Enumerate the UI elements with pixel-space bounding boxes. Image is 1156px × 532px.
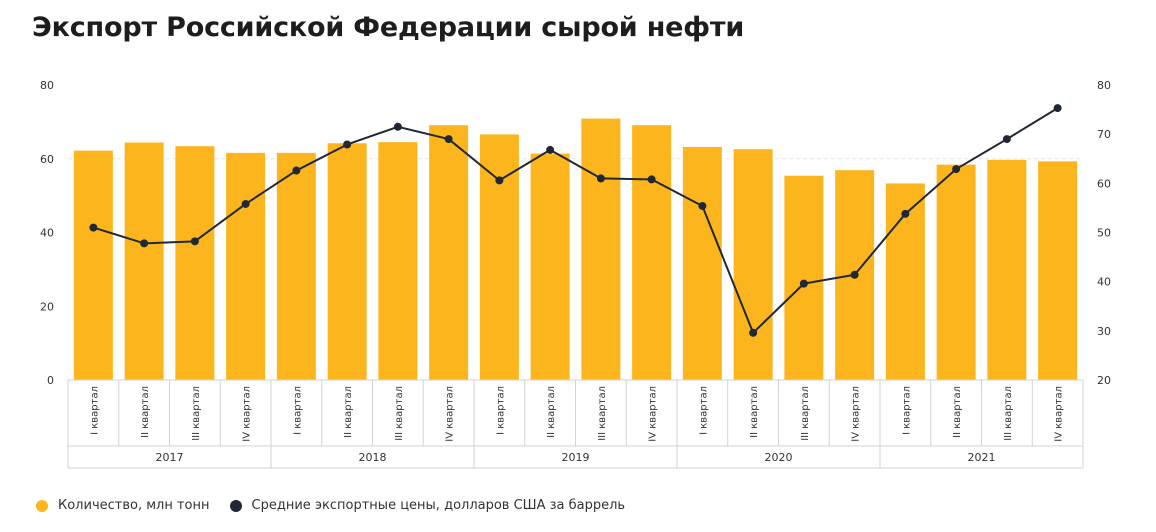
bar-quantity[interactable] [733, 149, 773, 380]
category-label: IV квартал [242, 386, 253, 442]
bar-quantity[interactable] [530, 153, 570, 380]
price-point[interactable] [495, 176, 504, 185]
category-label: IV квартал [1054, 386, 1065, 442]
left-axis-tick-label: 60 [40, 153, 54, 166]
price-point[interactable] [343, 140, 352, 149]
bar-quantity[interactable] [175, 146, 215, 380]
year-group-label: 2018 [359, 451, 387, 464]
category-label: I квартал [495, 386, 506, 435]
price-line [93, 107, 1059, 334]
year-group-label: 2019 [562, 451, 590, 464]
price-point[interactable] [901, 209, 910, 218]
x-axis: I квартал II квартал III квартал IV квартал… [67, 379, 1084, 469]
chart-title: Экспорт Российской Федерации сырой нефти [32, 12, 745, 43]
price-point[interactable] [799, 279, 808, 288]
category-label: III квартал [597, 386, 608, 441]
category-label: II квартал [546, 386, 557, 438]
bar-quantity[interactable] [226, 152, 266, 380]
bar-quantity[interactable] [124, 142, 164, 380]
price-point[interactable] [444, 135, 453, 144]
bar-quantity[interactable] [429, 125, 469, 380]
price-point[interactable] [647, 175, 656, 184]
right-y-axis: 20 30 40 50 60 70 80 [1097, 79, 1111, 387]
right-axis-tick-label: 60 [1097, 177, 1111, 190]
right-axis-tick-label: 30 [1097, 325, 1111, 338]
category-label: III квартал [800, 386, 811, 441]
right-axis-tick-label: 80 [1097, 79, 1111, 92]
left-y-axis: 0 20 40 60 80 [40, 79, 54, 387]
legend-label-price: Средние экспортные цены, долларов США за… [251, 498, 626, 513]
category-label: IV квартал [851, 386, 862, 442]
price-point[interactable] [190, 237, 199, 246]
bar-quantity[interactable] [276, 152, 316, 380]
price-point[interactable] [546, 145, 555, 154]
right-axis-tick-label: 40 [1097, 276, 1111, 289]
bar-series [73, 118, 1078, 381]
category-label: II квартал [749, 386, 760, 438]
price-point[interactable] [698, 201, 707, 210]
price-point[interactable] [749, 328, 758, 337]
category-label: II квартал [343, 386, 354, 438]
category-label: III квартал [191, 386, 202, 441]
bar-quantity[interactable] [378, 142, 418, 380]
price-point[interactable] [89, 223, 98, 232]
right-axis-tick-label: 20 [1097, 374, 1111, 387]
price-point[interactable] [850, 270, 859, 279]
left-axis-tick-label: 0 [47, 374, 54, 387]
left-axis-tick-label: 20 [40, 300, 54, 313]
legend-item-price[interactable]: Средние экспортные цены, долларов США за… [229, 498, 626, 513]
left-axis-tick-label: 80 [40, 79, 54, 92]
bar-quantity[interactable] [936, 164, 976, 380]
price-point[interactable] [1053, 104, 1062, 113]
line-series [89, 104, 1062, 337]
year-group-label: 2021 [968, 451, 996, 464]
bar-quantity[interactable] [1038, 161, 1078, 380]
category-label: III квартал [394, 386, 405, 441]
bar-quantity[interactable] [581, 118, 621, 381]
bar-quantity[interactable] [682, 146, 722, 380]
price-point[interactable] [596, 174, 605, 183]
bar-quantity[interactable] [73, 150, 113, 380]
bar-quantity[interactable] [479, 134, 519, 380]
legend-label-quantity: Количество, млн тонн [58, 498, 210, 513]
price-point[interactable] [1002, 135, 1011, 144]
right-axis-tick-label: 70 [1097, 128, 1111, 141]
bar-quantity[interactable] [784, 175, 824, 380]
category-label: I квартал [292, 386, 303, 435]
price-point[interactable] [393, 122, 402, 131]
bar-quantity[interactable] [632, 125, 672, 380]
price-point[interactable] [140, 239, 149, 248]
legend-marker-price [229, 499, 242, 512]
category-label: II квартал [952, 386, 963, 438]
legend-item-quantity[interactable]: Количество, млн тонн [36, 498, 210, 513]
category-label: I квартал [698, 386, 709, 435]
price-point[interactable] [952, 165, 961, 174]
price-point[interactable] [241, 199, 250, 208]
right-axis-tick-label: 50 [1097, 227, 1111, 240]
category-label: I квартал [89, 386, 100, 435]
year-group-label: 2020 [765, 451, 793, 464]
price-point[interactable] [292, 166, 301, 175]
category-label: IV квартал [648, 386, 659, 442]
category-label: III квартал [1003, 386, 1014, 441]
bar-quantity[interactable] [987, 159, 1027, 380]
bar-quantity[interactable] [327, 143, 367, 380]
category-label: II квартал [140, 386, 151, 438]
year-group-label: 2017 [156, 451, 184, 464]
legend-marker-quantity [36, 499, 48, 512]
category-label: IV квартал [445, 386, 456, 442]
category-label: I квартал [901, 386, 912, 435]
left-axis-tick-label: 40 [40, 227, 54, 240]
legend: Количество, млн тонн Средние экспортные … [36, 498, 645, 513]
